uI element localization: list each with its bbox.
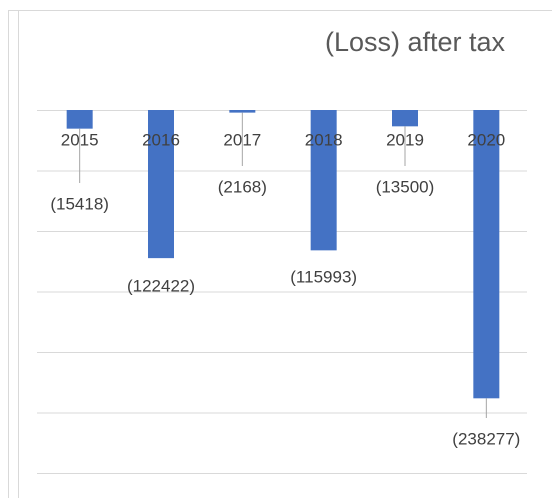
bar: [66, 110, 93, 129]
x-tick-label: 2016: [142, 130, 180, 149]
data-label: (15418): [50, 194, 109, 213]
x-tick-label: 2017: [223, 130, 261, 149]
bar: [229, 110, 256, 113]
bar: [392, 110, 418, 127]
x-tick-label: 2018: [305, 130, 343, 149]
chart-title: (Loss) after tax: [325, 27, 506, 57]
data-label: (122422): [127, 276, 195, 295]
bar: [310, 110, 337, 251]
x-tick-label: 2020: [467, 130, 505, 149]
bar: [473, 110, 500, 399]
data-label: (2168): [218, 177, 267, 196]
x-tick-label: 2019: [386, 130, 424, 149]
data-label: (13500): [376, 177, 435, 196]
data-label: (115993): [290, 267, 357, 286]
x-tick-label: 2015: [61, 130, 99, 149]
data-label: (238277): [452, 429, 520, 448]
bar: [148, 110, 174, 259]
